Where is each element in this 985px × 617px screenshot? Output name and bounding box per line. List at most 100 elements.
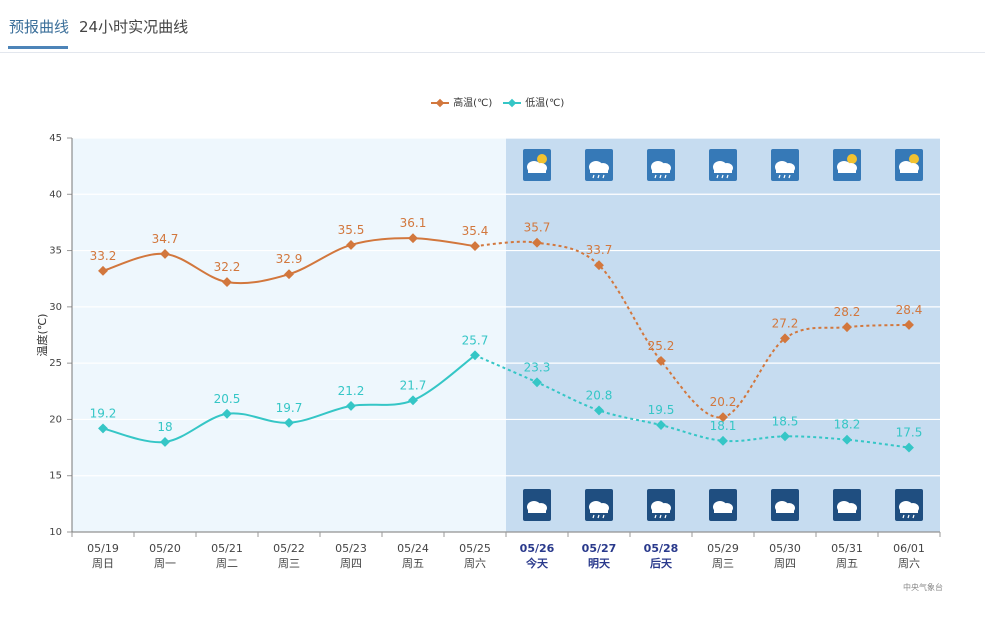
x-date-label: 06/01 [893,542,925,555]
x-date-label: 05/24 [397,542,429,555]
x-day-label: 周一 [154,557,176,570]
x-day-label: 周五 [836,557,858,570]
rain-drop [597,514,600,519]
y-tick-label: 25 [49,358,62,369]
data-point [222,277,232,288]
x-day-label: 周六 [898,557,920,570]
data-label: 25.7 [462,333,489,347]
low-series-swatch [503,98,521,108]
x-date-label: 05/25 [459,542,491,555]
day-partly-cloudy-icon [523,149,551,181]
x-date-label: 05/29 [707,542,739,555]
data-point [718,412,728,423]
x-date-label: 05/28 [644,542,679,555]
x-day-label: 明天 [588,557,611,570]
data-point [222,408,232,419]
data-point [346,400,356,411]
legend-item-low[interactable]: 低温(℃) [502,94,564,109]
data-point [718,435,728,446]
night-rain-icon [585,489,613,521]
rain-drop [778,174,781,179]
data-point [656,355,666,366]
rain-drop [716,174,719,179]
data-label: 18.2 [834,418,861,432]
cloud-shape [590,508,608,513]
cloud-shape [590,168,608,173]
y-tick-label: 45 [49,133,62,144]
sun-shape [847,154,857,164]
rain-drop [902,514,905,519]
x-day-label: 周日 [92,557,114,570]
x-date-label: 05/27 [582,542,617,555]
data-point [470,241,480,252]
data-point [532,237,542,248]
data-point [160,248,170,259]
x-date-label: 05/22 [273,542,305,555]
data-label: 19.2 [90,406,117,420]
sun-shape [909,154,919,164]
data-label: 18.5 [772,414,799,428]
y-tick-label: 35 [49,246,62,257]
past-region-bg [72,138,506,532]
tab-forecast-curve[interactable]: 预报曲线 [9,18,70,36]
data-label: 20.8 [586,388,613,402]
x-day-label: 周六 [464,557,486,570]
day-rain-icon [647,149,675,181]
y-tick-label: 30 [49,302,62,313]
data-label: 19.7 [276,401,303,415]
rain-drop [788,174,791,179]
rain-drop [912,514,915,519]
x-day-label: 周三 [712,557,734,570]
cloud-shape [900,508,918,513]
rain-drop [592,174,595,179]
data-point [408,395,418,406]
y-tick-label: 15 [49,471,62,482]
data-label: 33.7 [586,243,613,257]
tab-24h-observed-curve[interactable]: 24小时实况曲线 [79,18,189,36]
day-rain-icon [585,149,613,181]
day-rain-icon [709,149,737,181]
day-rain-icon [771,149,799,181]
data-label: 28.4 [896,303,923,317]
series-line-forecast [474,240,910,419]
forecast-region-bg [506,138,940,532]
data-point [470,350,480,361]
night-cloudy-icon [771,489,799,521]
cloud-shape [652,168,670,173]
rain-drop [659,174,662,179]
x-day-label: 周三 [278,557,300,570]
legend-item-high[interactable]: 高温(℃) [430,94,492,109]
data-point [346,239,356,250]
night-rain-icon [647,489,675,521]
data-label: 36.1 [400,216,427,230]
active-tab-indicator [8,46,68,49]
data-point [842,434,852,445]
rain-drop [592,514,595,519]
cloud-shape [776,168,794,173]
x-date-label: 05/31 [831,542,863,555]
data-label: 18 [157,420,172,434]
x-date-label: 05/19 [87,542,119,555]
cloud-shape [714,508,732,513]
y-tick-label: 40 [49,189,62,200]
source-credit: 中央气象台 [903,583,943,592]
night-rain-icon [895,489,923,521]
data-label: 35.5 [338,223,365,237]
data-point [904,442,914,453]
x-date-label: 05/20 [149,542,181,555]
data-point [594,260,604,271]
x-day-label: 今天 [525,556,549,570]
day-partly-cloudy-icon [895,149,923,181]
y-tick-label: 20 [49,414,62,425]
y-axis-title: 温度(℃) [35,314,49,357]
cloud-shape [838,508,856,513]
x-day-label: 周五 [402,557,424,570]
x-day-label: 周二 [216,557,238,570]
data-label: 32.2 [214,260,241,274]
rain-drop [664,514,667,519]
data-point [656,420,666,431]
x-date-label: 05/23 [335,542,367,555]
legend-label-high: 高温(℃) [453,98,493,109]
data-label: 21.2 [338,384,365,398]
